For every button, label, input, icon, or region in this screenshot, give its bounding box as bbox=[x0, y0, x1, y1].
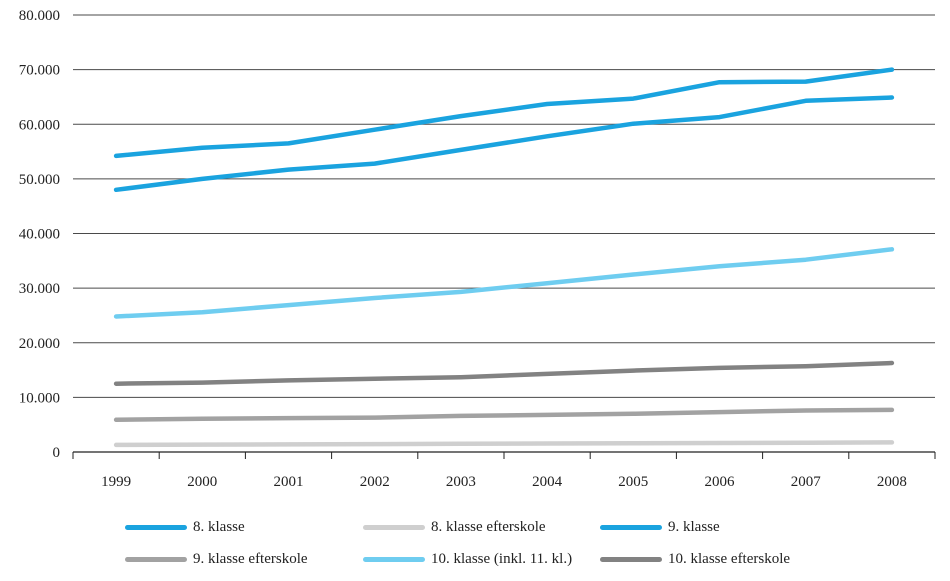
series-lines bbox=[113, 67, 895, 448]
x-tick-label: 1999 bbox=[101, 474, 131, 490]
x-tick-label: 2002 bbox=[360, 474, 390, 490]
series-line-1 bbox=[113, 95, 895, 193]
series-line-2 bbox=[113, 440, 895, 448]
x-axis: 1999 2000 2001 2002 2003 2004 2005 2006 2007 2008 bbox=[72, 452, 936, 490]
x-tick-label: 2005 bbox=[618, 474, 648, 490]
y-tick-label: 10.000 bbox=[19, 390, 60, 406]
series-line-5 bbox=[113, 247, 895, 319]
y-axis-ticks: 0 10.000 20.000 30.000 40.000 50.000 60.000 70.… bbox=[19, 8, 60, 461]
x-tick-label: 2008 bbox=[877, 474, 907, 490]
y-tick-label: 30.000 bbox=[19, 281, 60, 297]
y-tick-label: 80.000 bbox=[19, 8, 60, 24]
x-tick-label: 2003 bbox=[446, 474, 476, 490]
y-tick-label: 40.000 bbox=[19, 227, 60, 243]
x-tick-label: 2007 bbox=[791, 474, 822, 490]
series-line-3 bbox=[113, 67, 895, 159]
x-tick-label: 2000 bbox=[187, 474, 217, 490]
y-tick-label: 60.000 bbox=[19, 117, 60, 133]
x-tick-label: 2004 bbox=[532, 474, 563, 490]
y-tick-label: 50.000 bbox=[19, 172, 60, 188]
x-tick-label: 2006 bbox=[705, 474, 736, 490]
y-tick-label: 20.000 bbox=[19, 336, 60, 352]
series-line-4 bbox=[113, 407, 895, 423]
series-line-6 bbox=[113, 360, 895, 386]
y-tick-label: 70.000 bbox=[19, 63, 60, 79]
y-tick-label: 0 bbox=[53, 445, 61, 461]
x-tick-label: 2001 bbox=[274, 474, 304, 490]
